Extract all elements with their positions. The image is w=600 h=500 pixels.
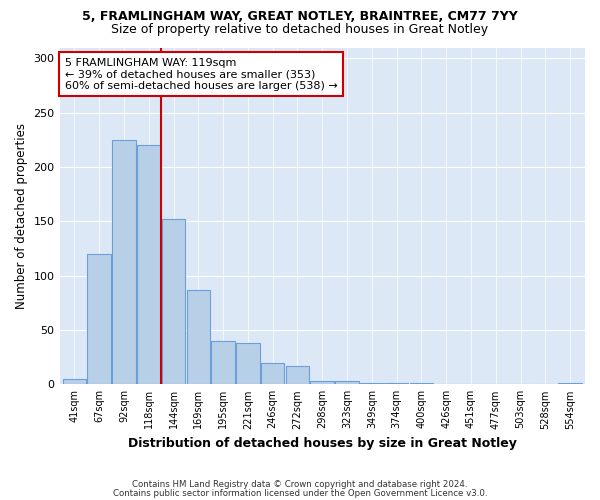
Bar [137,146,161,384]
Bar [236,343,260,384]
X-axis label: Distribution of detached houses by size in Great Notley: Distribution of detached houses by size … [128,437,517,450]
Bar [211,341,235,384]
Text: Contains public sector information licensed under the Open Government Licence v3: Contains public sector information licen… [113,489,487,498]
Bar [385,383,409,384]
Bar [310,381,334,384]
Bar [335,381,359,384]
Bar [88,254,111,384]
Text: Size of property relative to detached houses in Great Notley: Size of property relative to detached ho… [112,22,488,36]
Y-axis label: Number of detached properties: Number of detached properties [15,123,28,309]
Bar [410,383,433,384]
Bar [112,140,136,384]
Text: Contains HM Land Registry data © Crown copyright and database right 2024.: Contains HM Land Registry data © Crown c… [132,480,468,489]
Text: 5, FRAMLINGHAM WAY, GREAT NOTLEY, BRAINTREE, CM77 7YY: 5, FRAMLINGHAM WAY, GREAT NOTLEY, BRAINT… [82,10,518,23]
Bar [187,290,210,384]
Bar [162,219,185,384]
Bar [62,379,86,384]
Text: 5 FRAMLINGHAM WAY: 119sqm
← 39% of detached houses are smaller (353)
60% of semi: 5 FRAMLINGHAM WAY: 119sqm ← 39% of detac… [65,58,338,91]
Bar [286,366,309,384]
Bar [261,362,284,384]
Bar [360,383,383,384]
Bar [559,383,582,384]
